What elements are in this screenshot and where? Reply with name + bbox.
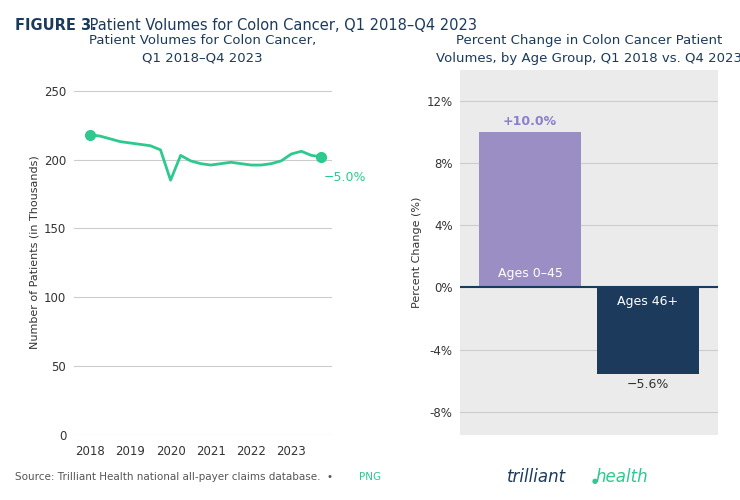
- Text: −5.0%: −5.0%: [323, 170, 366, 183]
- Text: +10.0%: +10.0%: [503, 115, 557, 128]
- Title: Percent Change in Colon Cancer Patient
Volumes, by Age Group, Q1 2018 vs. Q4 202: Percent Change in Colon Cancer Patient V…: [436, 34, 740, 64]
- Text: health: health: [596, 468, 648, 486]
- Y-axis label: Percent Change (%): Percent Change (%): [412, 197, 423, 308]
- Text: PNG: PNG: [359, 472, 381, 482]
- Text: −5.6%: −5.6%: [627, 378, 669, 392]
- Text: Ages 46+: Ages 46+: [617, 295, 679, 308]
- Text: Ages 0–45: Ages 0–45: [497, 266, 562, 280]
- Text: Source: Trilliant Health national all-payer claims database.  •: Source: Trilliant Health national all-pa…: [15, 472, 340, 482]
- Text: ●: ●: [592, 478, 598, 484]
- Text: FIGURE 3.: FIGURE 3.: [15, 18, 96, 32]
- Bar: [597, 288, 699, 374]
- Title: Patient Volumes for Colon Cancer,
Q1 2018–Q4 2023: Patient Volumes for Colon Cancer, Q1 201…: [89, 34, 317, 64]
- Y-axis label: Number of Patients (in Thousands): Number of Patients (in Thousands): [30, 156, 40, 350]
- Text: Patient Volumes for Colon Cancer, Q1 2018–Q4 2023: Patient Volumes for Colon Cancer, Q1 201…: [85, 18, 477, 32]
- Bar: [479, 132, 581, 288]
- Text: trilliant: trilliant: [507, 468, 566, 486]
